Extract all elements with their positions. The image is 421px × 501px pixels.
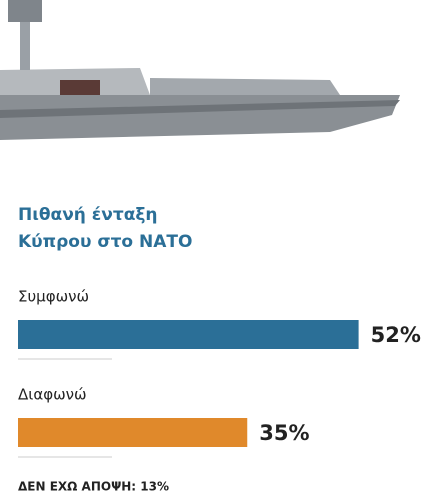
bar bbox=[18, 418, 248, 447]
bar bbox=[18, 320, 359, 349]
note: ΔΕΝ ΕΧΩ ΑΠΟΨΗ: 13% bbox=[18, 480, 169, 494]
category-label: Συμφωνώ bbox=[18, 288, 89, 306]
category-label: Διαφωνώ bbox=[18, 386, 87, 404]
ship-image bbox=[0, 0, 421, 150]
value-label: 52% bbox=[371, 323, 421, 347]
chart-title: Κύπρου στο ΝΑΤΟ bbox=[18, 232, 192, 252]
value-label: 35% bbox=[259, 421, 309, 445]
chart-title: Πιθανή ένταξη bbox=[18, 205, 158, 225]
